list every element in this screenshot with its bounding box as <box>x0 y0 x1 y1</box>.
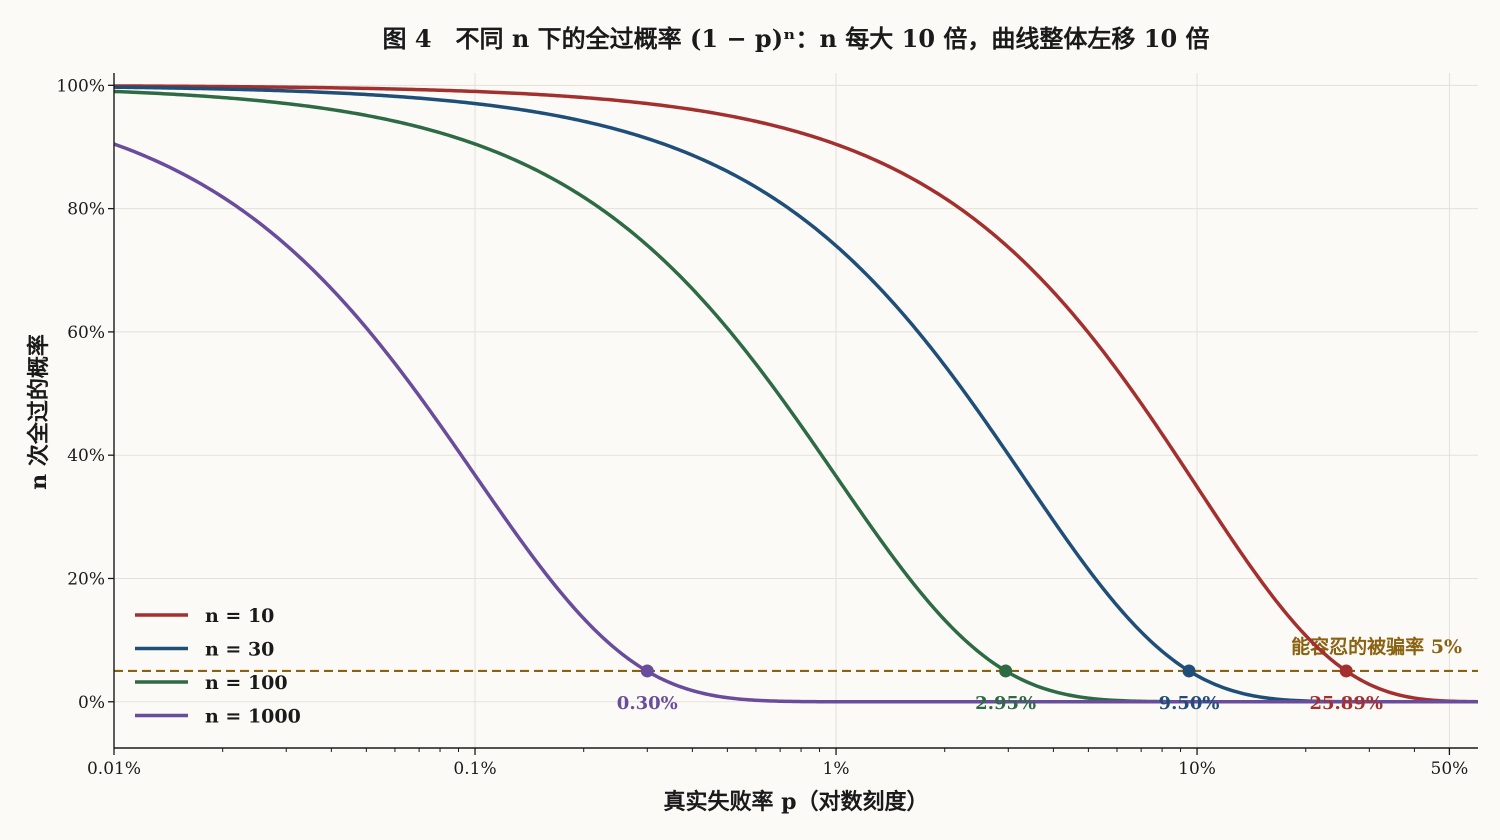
y-tick-label: 80% <box>67 200 105 220</box>
x-tick-label: 50% <box>1431 759 1469 779</box>
marker-label-n100: 2.95% <box>975 693 1036 714</box>
x-tick-label: 1% <box>823 759 850 779</box>
grid <box>113 73 1478 748</box>
y-axis-label: n 次全过的概率 <box>26 334 52 490</box>
marker-point-n1000 <box>640 664 654 678</box>
marker-point-n30 <box>1182 664 1196 678</box>
threshold-label: 能容忍的被骗率 5% <box>1291 635 1462 658</box>
marker-point-n100 <box>999 664 1013 678</box>
markers: 25.89% 9.50% 2.95% 0.30% <box>617 664 1383 714</box>
chart-title: 图 4 不同 n 下的全过概率 (1 − p)ⁿ：n 每大 10 倍，曲线整体左… <box>382 24 1209 53</box>
x-tick-label: 0.01% <box>87 759 141 779</box>
series-line-n30 <box>113 85 1478 704</box>
legend: n = 10 n = 30 n = 100 n = 1000 <box>135 605 301 728</box>
series <box>113 84 1479 704</box>
x-tick-label: 0.1% <box>453 759 496 779</box>
series-line-n100 <box>113 89 1478 704</box>
series-line-n10 <box>113 84 1479 704</box>
marker-label-n10: 25.89% <box>1309 693 1382 714</box>
y-tick-label: 20% <box>67 569 105 589</box>
legend-label-n30: n = 30 <box>205 639 274 661</box>
legend-label-n100: n = 100 <box>205 672 288 694</box>
legend-label-n10: n = 10 <box>205 605 274 627</box>
threshold: 能容忍的被骗率 5% <box>114 635 1478 673</box>
y-tick-label: 100% <box>56 76 105 96</box>
ticks: 0.01% 0.1% 1% 10% 50% 0% 20% 40% 60% 80% 100% <box>56 76 1468 779</box>
axes <box>113 73 1478 749</box>
x-tick-label: 10% <box>1178 759 1216 779</box>
y-tick-label: 40% <box>67 446 105 466</box>
x-axis-label: 真实失败率 p（对数刻度） <box>663 789 928 815</box>
marker-point-n10 <box>1339 664 1353 678</box>
marker-label-n30: 9.50% <box>1159 693 1220 714</box>
y-tick-label: 0% <box>78 693 105 713</box>
marker-label-n1000: 0.30% <box>617 693 678 714</box>
y-tick-label: 60% <box>67 323 105 343</box>
series-line-n1000 <box>113 142 1478 704</box>
legend-label-n1000: n = 1000 <box>205 706 301 728</box>
